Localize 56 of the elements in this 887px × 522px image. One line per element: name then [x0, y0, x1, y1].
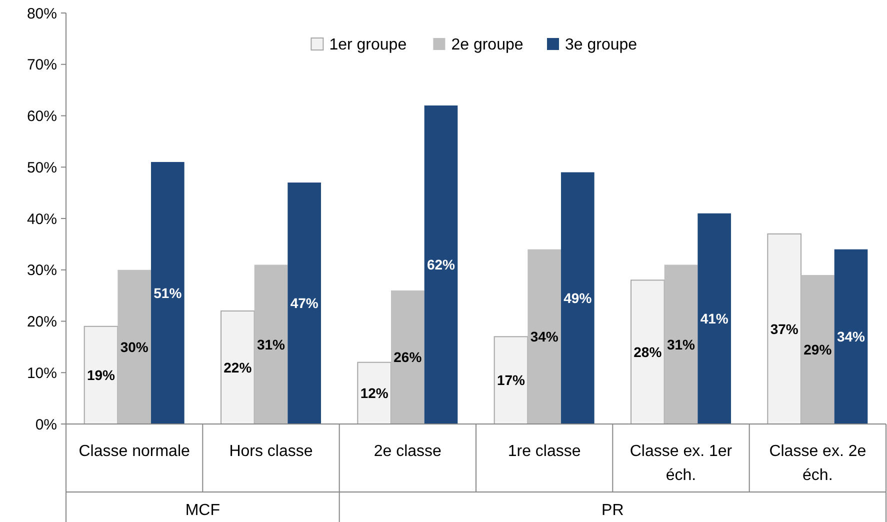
data-label: 34% [836, 328, 866, 345]
x-tick-label: 2e classe [374, 443, 442, 460]
data-label: 62% [426, 256, 456, 273]
bar [664, 264, 698, 424]
data-label: 30% [120, 338, 149, 355]
x-tick-label: 1re classe [508, 443, 581, 460]
y-tick-label: 10% [26, 364, 57, 382]
y-tick-label: 0% [35, 416, 57, 434]
x-tick-label: Hors classe [229, 443, 313, 460]
data-label: 19% [86, 367, 116, 384]
data-label: 17% [496, 372, 526, 388]
data-label: 51% [154, 284, 182, 301]
data-label: 12% [360, 385, 389, 402]
data-label: 47% [290, 295, 319, 312]
x-tick-label: Classe ex. 2e éch. [769, 443, 866, 484]
data-label: 22% [224, 359, 252, 376]
data-label: 37% [770, 320, 799, 337]
data-label: 41% [700, 310, 729, 327]
y-tick-label: 20% [26, 314, 57, 330]
data-label: 49% [564, 290, 592, 306]
y-tick-label: 60% [26, 108, 57, 125]
legend-label: 3e groupe [565, 36, 638, 54]
data-label: 31% [256, 336, 286, 352]
y-tick-label: 40% [26, 210, 57, 228]
bar [528, 249, 561, 424]
y-tick-label: 80% [26, 5, 57, 22]
bar [698, 213, 731, 424]
bar [84, 326, 118, 424]
x-tick-label: Classe normale [78, 443, 190, 460]
y-tick-label: 70% [26, 56, 57, 74]
bar [391, 290, 424, 424]
bar [801, 275, 834, 424]
text: PR [602, 502, 624, 519]
bar [561, 172, 594, 424]
bar [220, 310, 255, 424]
bar [834, 249, 868, 424]
bar [151, 162, 184, 424]
bar [118, 270, 151, 424]
bar [357, 362, 392, 424]
bar [254, 264, 288, 424]
legend-label: 2e groupe [451, 36, 524, 54]
data-label: 31% [666, 336, 696, 352]
bar [767, 233, 802, 424]
text: MCF [185, 502, 220, 519]
bar [494, 336, 528, 424]
legend-label: 1er groupe [329, 36, 407, 54]
y-tick-label: 30% [26, 262, 57, 280]
data-label: 29% [804, 341, 832, 358]
data-label: 28% [634, 344, 662, 360]
x-tick-label: Classe ex. 1er éch. [630, 443, 733, 484]
bar [630, 280, 665, 424]
y-tick-label: 50% [26, 159, 57, 176]
bar [424, 105, 458, 424]
data-label: 34% [530, 328, 559, 345]
data-label: 26% [394, 349, 422, 366]
bar [288, 182, 321, 424]
